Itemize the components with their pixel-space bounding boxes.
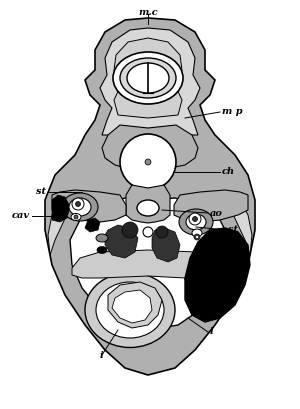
Polygon shape	[52, 190, 126, 222]
Circle shape	[194, 234, 200, 240]
Circle shape	[120, 134, 176, 190]
Text: gr: gr	[228, 277, 240, 286]
Ellipse shape	[120, 58, 176, 98]
Polygon shape	[185, 228, 250, 322]
Polygon shape	[70, 198, 230, 330]
Text: w.d: w.d	[228, 243, 246, 252]
Text: st: st	[36, 187, 46, 196]
Text: md: md	[228, 258, 245, 267]
Polygon shape	[85, 218, 100, 232]
Circle shape	[145, 159, 151, 165]
Text: st: st	[228, 225, 238, 234]
Polygon shape	[152, 228, 180, 262]
Polygon shape	[45, 18, 255, 375]
Ellipse shape	[69, 198, 91, 216]
Circle shape	[189, 213, 201, 225]
Ellipse shape	[62, 193, 98, 221]
Circle shape	[143, 227, 153, 237]
Ellipse shape	[192, 229, 202, 237]
Ellipse shape	[113, 52, 183, 104]
Polygon shape	[174, 190, 248, 222]
Text: m p: m p	[222, 108, 243, 117]
Polygon shape	[112, 290, 152, 323]
Polygon shape	[72, 250, 224, 282]
Circle shape	[76, 202, 80, 207]
Polygon shape	[108, 282, 162, 328]
Circle shape	[196, 236, 199, 238]
Text: m.c: m.c	[138, 8, 158, 17]
Polygon shape	[114, 38, 182, 118]
Circle shape	[156, 226, 168, 238]
Ellipse shape	[71, 213, 81, 220]
Circle shape	[74, 215, 78, 219]
Polygon shape	[105, 225, 138, 258]
Circle shape	[193, 216, 197, 222]
Circle shape	[72, 198, 84, 210]
Text: cav: cav	[12, 211, 30, 220]
Ellipse shape	[85, 272, 175, 348]
Ellipse shape	[96, 282, 164, 338]
Ellipse shape	[97, 247, 107, 254]
Polygon shape	[102, 125, 198, 170]
Text: l: l	[210, 328, 214, 337]
Ellipse shape	[96, 234, 108, 242]
Text: ch: ch	[222, 168, 235, 177]
Ellipse shape	[137, 200, 159, 216]
Polygon shape	[52, 195, 70, 222]
Circle shape	[122, 222, 138, 238]
Polygon shape	[126, 185, 170, 223]
Ellipse shape	[127, 63, 169, 93]
Ellipse shape	[186, 214, 206, 230]
Polygon shape	[228, 195, 252, 255]
Polygon shape	[48, 195, 72, 255]
Text: ao: ao	[210, 209, 223, 218]
Text: i: i	[100, 351, 104, 360]
Polygon shape	[100, 28, 200, 135]
Ellipse shape	[179, 209, 213, 235]
